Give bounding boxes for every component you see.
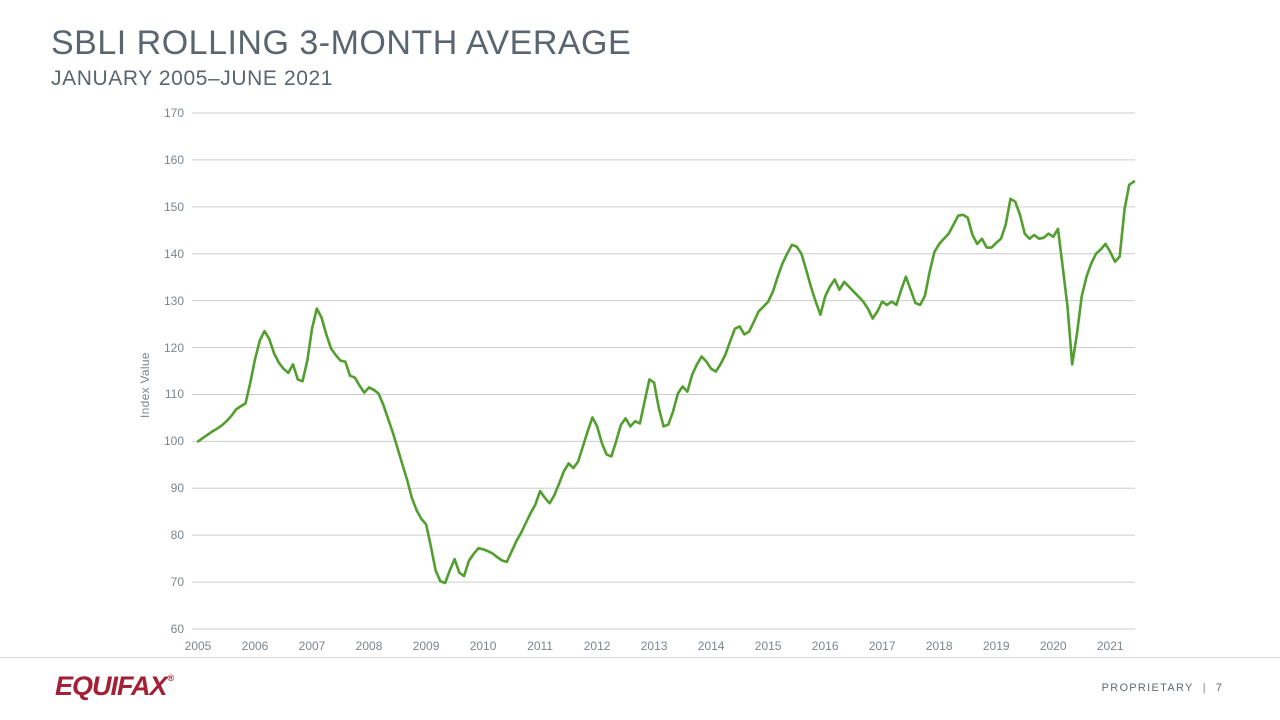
sbli-line-series [196,180,1136,585]
page-number: 7 [1215,682,1222,694]
x-tick-label: 2013 [640,639,668,653]
x-tick-label: 2012 [583,639,611,653]
proprietary-label: PROPRIETARY [1101,682,1194,694]
x-tick-label: 2016 [811,639,839,653]
footer-proprietary: PROPRIETARY | 7 [1102,682,1222,694]
x-tick-label: 2020 [1039,639,1067,653]
x-tick-label: 2018 [925,639,953,653]
y-tick-label: 90 [170,481,184,496]
page-title: SBLI ROLLING 3-MONTH AVERAGE [51,24,632,62]
y-tick-label: 120 [163,340,184,355]
y-tick-label: 100 [163,434,184,449]
footer-divider [0,657,1280,658]
x-tick-label: 2017 [868,639,896,653]
x-tick-label: 2007 [298,639,326,653]
x-tick-label: 2011 [527,639,553,653]
x-tick-label: 2006 [241,639,269,653]
x-tick-label: 2021 [1096,639,1124,653]
x-tick-label: 2014 [697,639,725,653]
x-tick-label: 2019 [982,639,1010,653]
x-tick-label: 2009 [412,639,440,653]
equifax-logo: EQUIFAX® [55,671,174,702]
y-tick-label: 60 [170,622,184,636]
y-tick-label: 110 [164,387,184,402]
x-tick-label: 2005 [184,639,212,653]
x-tick-label: 2010 [469,639,497,653]
equifax-wordmark: EQUIFAX [55,671,168,701]
y-tick-label: 70 [170,575,184,590]
x-tick-label: 2015 [754,639,782,653]
registered-trademark-icon: ® [167,673,175,683]
y-tick-label: 170 [163,106,184,120]
x-tick-label: 2008 [355,639,383,653]
page-subtitle: JANUARY 2005–JUNE 2021 [51,67,334,90]
y-tick-label: 140 [163,246,184,261]
y-tick-label: 160 [163,152,184,167]
y-tick-label: 130 [163,293,184,308]
y-tick-label: 150 [163,199,184,214]
y-tick-label: 80 [170,528,184,543]
footer-separator: | [1202,682,1207,694]
y-axis-label: Index Value [138,352,152,418]
